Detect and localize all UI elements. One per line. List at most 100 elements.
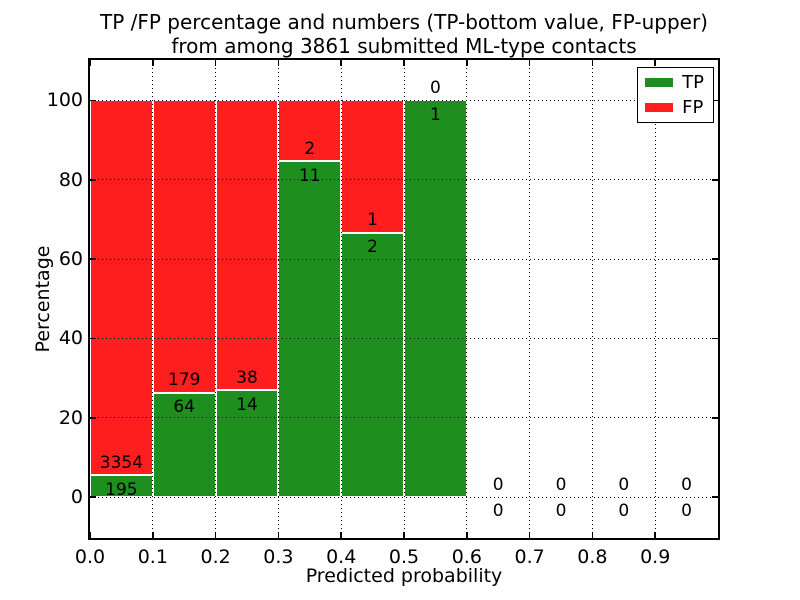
chart-title-line2: from among 3861 submitted ML-type contac… (171, 34, 637, 58)
tp-legend-label: TP (682, 72, 704, 93)
y-tick-label: 100 (46, 89, 83, 112)
x-tick-label: 0.2 (200, 546, 231, 568)
x-tick-mark (89, 60, 91, 66)
gridline-y (90, 337, 718, 339)
fp-legend-label: FP (682, 97, 704, 118)
x-tick-label: 0.4 (326, 546, 357, 568)
y-tick-label: 60 (58, 248, 83, 271)
bar-tp-segment (404, 100, 467, 498)
y-tick-mark (712, 99, 718, 102)
x-tick-mark (466, 532, 468, 538)
y-tick-label: 20 (58, 406, 83, 429)
y-tick-mark (90, 258, 96, 260)
y-tick-mark (90, 337, 96, 340)
tp-count-label: 0 (555, 501, 567, 522)
fp-count-label: 0 (618, 474, 630, 495)
x-tick-mark (528, 532, 531, 538)
chart-title: TP /FP percentage and numbers (TP-bottom… (90, 10, 718, 58)
bar-fp-segment (90, 100, 153, 476)
tp-legend-swatch (645, 78, 674, 87)
x-tick-mark (214, 60, 217, 66)
fp-count-label: 0 (555, 474, 567, 495)
gridline-x (340, 60, 342, 538)
gridline-x (215, 60, 217, 538)
gridline-x (277, 60, 279, 538)
bar-fp-segment (152, 100, 216, 393)
y-tick-mark (90, 179, 96, 181)
fp-count-label: 2 (304, 139, 316, 160)
fp-legend-swatch (645, 103, 674, 112)
y-tick-mark (712, 179, 718, 181)
x-axis-label: Predicted probability (305, 565, 503, 587)
x-tick-mark (654, 60, 656, 66)
y-tick-mark (712, 337, 718, 340)
tp-count-label: 64 (173, 396, 196, 417)
y-tick-label: 0 (70, 486, 83, 509)
x-tick-mark (403, 60, 405, 66)
y-tick-mark (712, 258, 718, 260)
x-tick-mark (340, 60, 342, 66)
x-tick-label: 0.9 (640, 546, 671, 568)
plot-area: 3354 195 179 64 38 14 2 11 1 2 0 1 0 0 0 0 0 0 0 0 TP FP (88, 58, 720, 540)
gridline-x (529, 60, 531, 538)
x-tick-mark (152, 60, 154, 66)
tp-count-label: 0 (618, 501, 630, 522)
gridline-y (90, 417, 718, 419)
bars-layer (90, 60, 718, 538)
fp-count-label: 38 (236, 368, 258, 389)
y-tick-mark (712, 417, 718, 419)
y-tick-mark (90, 99, 96, 102)
x-tick-label: 0.7 (514, 546, 545, 568)
grid-layer (90, 60, 718, 538)
fp-count-label: 179 (167, 370, 201, 391)
y-tick-mark (712, 496, 718, 498)
legend-item-tp: TP (645, 72, 704, 93)
gridline-y (90, 496, 718, 498)
x-tick-label: 0.8 (577, 546, 608, 568)
y-tick-label: 40 (58, 327, 83, 350)
gridline-y (90, 258, 718, 260)
tp-count-label: 14 (236, 394, 258, 415)
x-tick-label: 0.1 (137, 546, 168, 568)
x-tick-mark (528, 60, 531, 66)
fp-count-label: 0 (492, 474, 504, 495)
x-tick-label: 0.3 (263, 546, 294, 568)
x-tick-mark (591, 60, 594, 66)
x-tick-mark (277, 532, 280, 538)
fp-count-label: 0 (429, 78, 441, 99)
x-tick-mark (466, 60, 468, 66)
chart-title-line1: TP /FP percentage and numbers (TP-bottom… (100, 10, 708, 34)
gridline-x (403, 60, 405, 538)
x-tick-mark (403, 532, 405, 538)
annotations-layer: 3354 195 179 64 38 14 2 11 1 2 0 1 0 0 0 0 0 0 0 0 (90, 60, 718, 538)
gridline-y (90, 99, 718, 101)
gridline-x (152, 60, 154, 538)
bar-tp-segment (152, 392, 216, 498)
fp-count-label: 1 (367, 210, 379, 231)
x-tick-label: 0.0 (74, 546, 106, 568)
fp-count-label: 3354 (99, 453, 144, 474)
x-tick-label: 0.5 (388, 546, 420, 568)
tick-marks-layer (89, 60, 718, 538)
x-tick-mark (654, 532, 656, 538)
bar-fp-segment (341, 100, 404, 233)
legend: TP FP (637, 67, 714, 123)
tp-count-label: 1 (429, 104, 441, 125)
tp-count-label: 0 (681, 501, 693, 522)
y-tick-mark (90, 496, 96, 498)
fp-count-label: 0 (681, 474, 693, 495)
tp-count-label: 195 (105, 479, 138, 500)
legend-item-fp: FP (645, 97, 704, 118)
x-tick-mark (277, 60, 280, 66)
tp-count-label: 2 (367, 236, 379, 257)
x-tick-label: 0.6 (451, 546, 482, 568)
x-tick-mark (89, 532, 91, 538)
y-tick-mark (90, 417, 96, 419)
gridline-x (591, 60, 593, 538)
x-tick-mark (214, 532, 217, 538)
y-tick-label: 80 (58, 168, 83, 191)
gridline-x (466, 60, 468, 538)
x-tick-mark (340, 532, 342, 538)
x-tick-mark (591, 532, 594, 538)
